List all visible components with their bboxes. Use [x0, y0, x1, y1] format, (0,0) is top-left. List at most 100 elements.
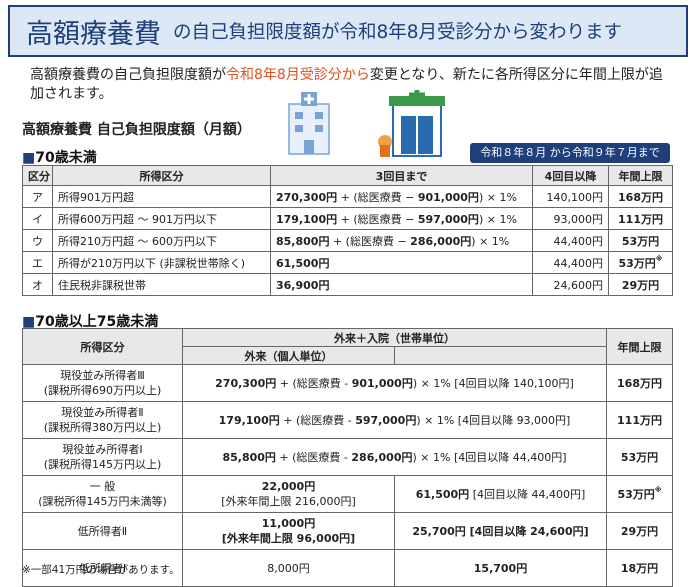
formula-text: + (総医療費 − — [332, 234, 411, 248]
fourth-cell: 24,600円 — [532, 273, 609, 296]
formula-text: + (総医療費 − — [340, 190, 418, 204]
code-cell: エ — [22, 251, 53, 274]
combined: 61,500円 — [415, 488, 470, 501]
formula-cell: 85,800円 + (総医療費 - 286,000円) × 1% [4回目以降 … — [182, 438, 607, 476]
section-heading: 高額療養費 自己負担限度額（月額） — [22, 122, 251, 138]
annual-cap: 111万円 — [606, 401, 673, 439]
formula-cell: 270,300円 + (総医療費 − 901,000円) × 1% — [270, 185, 533, 208]
outpatient-sub: [外来年間上限 96,000円] — [221, 532, 356, 545]
combined-cell: 25,700円 [4回目以降 24,600円] — [394, 512, 607, 550]
header-subtitle: の自己負担限度額が令和8年8月受診分から変わります — [173, 22, 623, 43]
footnote: ※一部41万円の場合があります。 — [22, 564, 180, 576]
annual-value: 29万円 — [620, 525, 659, 538]
column-header: 年間上限 — [606, 328, 673, 365]
formula-base: 270,300円 — [215, 377, 277, 390]
outpatient: 22,000円 — [261, 480, 316, 493]
formula-amount: 286,000円 — [410, 234, 472, 248]
table-row: 現役並み所得者Ⅰ (課税所得145万円以上) 85,800円 + (総医療費 - 2… — [22, 438, 673, 476]
income-cell: 住民税非課税世帯 — [52, 273, 271, 296]
table-row: オ住民税非課税世帯 36,900円 24,600円 29万円 — [22, 273, 673, 296]
formula-amount: 597,000円 — [417, 212, 479, 226]
formula-cell: 270,300円 + (総医療費 - 901,000円) × 1% [4回目以降… — [182, 364, 607, 402]
category-sub: (課税所得690万円以上) — [43, 384, 162, 397]
annual-cap: 168万円 — [608, 185, 673, 208]
annual-cap: 53万円※ — [606, 475, 673, 513]
formula-text: ) × 1% [4回目以降 93,000円] — [416, 414, 571, 427]
annual-note: ※ — [654, 486, 662, 494]
annual-value: 53万円 — [621, 234, 660, 248]
formula-cell: 61,500円 — [270, 251, 533, 274]
annual-cap: 29万円 — [606, 512, 673, 550]
category: 現役並み所得者Ⅰ — [62, 443, 143, 456]
table-title: ■70歳未満 — [22, 150, 97, 166]
annual-value: 111万円 — [617, 414, 662, 427]
table-under-70: 区分 所得区分 3回目まで 4回目以降 年間上限 ア所得901万円超 270,300円 +… — [22, 165, 673, 296]
annual-cap: 53万円※ — [608, 251, 673, 274]
annual-note: ※ — [655, 254, 663, 263]
column-header: 外来＋入院（世帯単位） — [182, 328, 607, 347]
combined-sub: [4回目以降 44,400円] — [472, 488, 586, 501]
column-header: 4回目以降 — [532, 165, 609, 186]
annual-cap: 53万円 — [608, 229, 673, 252]
combined: 25,700円 — [412, 525, 466, 538]
table-row: エ所得が210万円以下 (非課税世帯除く) 61,500円 44,400円 53万円※ — [22, 251, 673, 274]
formula-base: 85,800円 — [222, 451, 276, 464]
formula-cell: 179,100円 + (総医療費 - 597,000円) × 1% [4回目以降… — [182, 401, 607, 439]
annual-value: 18万円 — [620, 562, 659, 575]
header-title: 高額療養費 — [26, 18, 161, 50]
income-cell: 所得901万円超 — [52, 185, 271, 208]
annual-value: 168万円 — [618, 190, 663, 204]
code-cell: ア — [22, 185, 53, 208]
outpatient: 11,000円 — [261, 517, 316, 530]
intro-text: 高額療養費の自己負担限度額が — [30, 67, 226, 83]
income-cell: 所得が210万円以下 (非課税世帯除く) — [52, 251, 271, 274]
table-row: 一 般 (課税所得145万円未満等) 22,000円 [外来年間上限 216,000円… — [22, 475, 673, 513]
column-header: 区分 — [22, 165, 53, 186]
column-header: 年間上限 — [608, 165, 673, 186]
formula-text: ) × 1% [4回目以降 140,100円] — [412, 377, 574, 390]
annual-value: 29万円 — [621, 278, 660, 292]
column-header: 所得区分 — [22, 328, 183, 365]
table-row: 現役並み所得者Ⅱ (課税所得380万円以上) 179,100円 + (総医療費 - … — [22, 401, 673, 439]
column-header: 外来（個人単位） — [182, 346, 395, 365]
annual-value: 53万円 — [620, 451, 659, 464]
income-cell: 所得600万円超 〜 901万円以下 — [52, 207, 271, 230]
formula-cell: 36,900円 — [270, 273, 533, 296]
formula-text: ) × 1% [4回目以降 44,400円] — [412, 451, 567, 464]
table-row: 低所得者Ⅱ 11,000円 [外来年間上限 96,000円] 25,700円 [4回目… — [22, 512, 673, 550]
table-row: ア所得901万円超 270,300円 + (総医療費 − 901,000円) × … — [22, 185, 673, 208]
column-header: 3回目まで — [270, 165, 533, 186]
combined-sub: [4回目以降 24,600円] — [469, 525, 589, 538]
table-title-text: 70歳未満 — [35, 150, 97, 166]
formula-text: ) × 1% — [478, 212, 517, 226]
formula-amount: 901,000円 — [351, 377, 413, 390]
outpatient-cell: 22,000円 [外来年間上限 216,000円] — [182, 475, 395, 513]
formula-amount: 597,000円 — [355, 414, 417, 427]
outpatient: 8,000円 — [267, 561, 310, 575]
category-cell: 現役並み所得者Ⅲ (課税所得690万円以上) — [22, 364, 183, 402]
category-cell: 低所得者Ⅱ — [22, 512, 183, 550]
hospital-icons — [288, 90, 445, 157]
annual-value: 53万円 — [618, 256, 656, 270]
intro-text: 変更となり、新たに各所得区分に年間上限が追加されます。 — [30, 67, 663, 102]
table-row: ウ所得210万円超 〜 600万円以下 85,800円 + (総医療費 − 286… — [22, 229, 673, 252]
fourth-cell: 44,400円 — [532, 229, 609, 252]
category-sub: (課税所得145万円未満等) — [38, 495, 167, 508]
formula-cell: 179,100円 + (総医療費 − 597,000円) × 1% — [270, 207, 533, 230]
category-sub: (課税所得380万円以上) — [43, 421, 162, 434]
annual-cap: 53万円 — [606, 438, 673, 476]
table-70-to-74: 所得区分 外来＋入院（世帯単位） 年間上限 外来（個人単位） 現役並み所得者Ⅲ (… — [22, 328, 673, 587]
annual-cap: 29万円 — [608, 273, 673, 296]
formula-amount: 901,000円 — [417, 190, 479, 204]
category-sub: (課税所得145万円以上) — [43, 458, 162, 471]
annual-value: 168万円 — [617, 377, 662, 390]
category: 低所得者Ⅰ — [78, 561, 127, 575]
combined: 15,700円 — [473, 562, 528, 575]
annual-cap: 111万円 — [608, 207, 673, 230]
fourth-cell: 44,400円 — [532, 251, 609, 274]
header: 高額療養費 の自己負担限度額が令和8年8月受診分から変わります — [8, 5, 688, 57]
period-badge: 令和８年８月 から令和９年７月まで — [470, 143, 670, 163]
category: 現役並み所得者Ⅲ — [60, 369, 145, 382]
code-cell: ウ — [22, 229, 53, 252]
